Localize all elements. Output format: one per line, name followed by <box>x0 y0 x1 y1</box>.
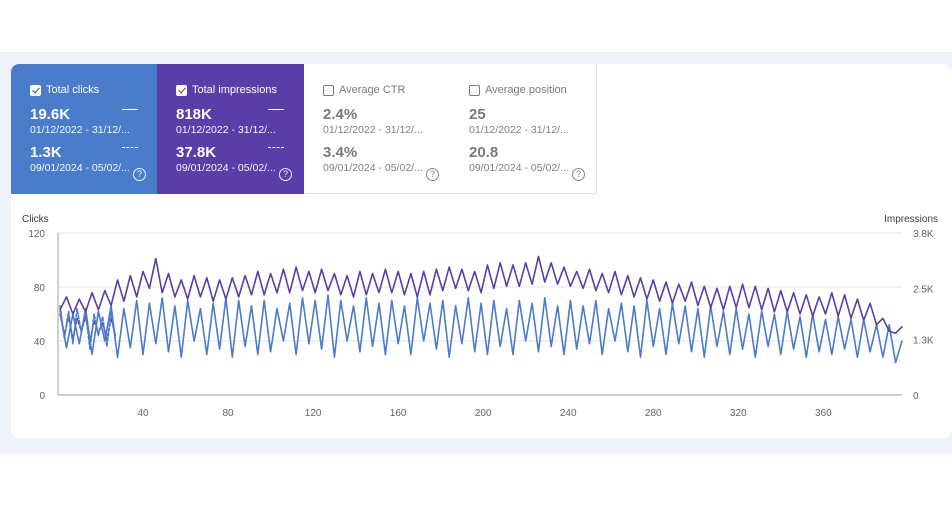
checkbox-unchecked-icon[interactable] <box>469 84 480 96</box>
metric-label: Total clicks <box>46 84 100 96</box>
metric-date-current: 01/12/2022 - 31/12/... <box>176 124 276 136</box>
metric-value-current: 19.6K <box>30 106 71 123</box>
legend-dashed-line-icon <box>122 147 138 148</box>
legend-solid-line-icon <box>268 109 284 110</box>
x-tick-label: 80 <box>223 408 235 419</box>
checkbox-checked-icon[interactable] <box>30 84 41 96</box>
metric-total-impressions[interactable]: Total impressions 818K 01/12/2022 - 31/1… <box>157 64 304 194</box>
right-axis-title: Impressions <box>884 214 938 225</box>
x-tick-label: 280 <box>645 408 662 419</box>
checkbox-unchecked-icon[interactable] <box>323 84 334 96</box>
x-tick-label: 200 <box>475 408 492 419</box>
left-tick-label: 0 <box>39 391 45 402</box>
help-icon[interactable]: ? <box>133 168 146 181</box>
metric-header: Average position <box>469 83 596 97</box>
checkbox-checked-icon[interactable] <box>176 84 187 96</box>
right-tick-label: 0 <box>913 391 919 402</box>
axis-layer: Clicks Impressions 0 40 80 120 0 1.3K 2.5K 3.8K… <box>22 214 938 419</box>
metric-value-current: 2.4% <box>323 106 358 123</box>
metric-value-compare: 1.3K <box>30 144 62 161</box>
series-line-clicks <box>59 294 903 364</box>
left-tick-label: 40 <box>34 337 46 348</box>
metric-value-compare: 37.8K <box>176 144 217 161</box>
series-layer <box>59 255 903 364</box>
metric-value-compare: 20.8 <box>469 144 499 161</box>
x-tick-label: 240 <box>560 408 577 419</box>
series-line-clicks-compare <box>59 305 117 350</box>
metric-date-current: 01/12/2022 - 31/12/... <box>469 124 569 136</box>
performance-card: Total clicks 19.6K 01/12/2022 - 31/12/..… <box>11 64 952 438</box>
legend-dashed-line-icon <box>268 147 284 148</box>
left-tick-label: 120 <box>28 229 45 240</box>
metric-label: Average position <box>485 84 567 96</box>
x-tick-label: 40 <box>137 408 149 419</box>
metric-value-current: 25 <box>469 106 486 123</box>
right-tick-label: 3.8K <box>913 229 934 240</box>
metric-header: Total impressions <box>176 83 304 97</box>
metric-date-compare: 09/01/2024 - 05/02/... <box>323 162 423 174</box>
right-tick-label: 1.3K <box>913 336 934 347</box>
metric-date-current: 01/12/2022 - 31/12/... <box>30 124 130 136</box>
legend-solid-line-icon <box>122 109 138 110</box>
metric-date-compare: 09/01/2024 - 05/02/... <box>30 162 130 174</box>
metric-header: Total clicks <box>30 83 158 97</box>
left-tick-label: 80 <box>34 283 46 294</box>
metric-value-compare: 3.4% <box>323 144 358 161</box>
left-axis-title: Clicks <box>22 214 49 225</box>
metric-date-compare: 09/01/2024 - 05/02/... <box>469 162 569 174</box>
x-tick-label: 160 <box>390 408 407 419</box>
performance-chart[interactable]: Clicks Impressions 0 40 80 120 0 1.3K 2.5K 3.8K… <box>11 64 952 438</box>
metric-header: Average CTR <box>323 83 450 97</box>
metric-average-position[interactable]: Average position 25 01/12/2022 - 31/12/.… <box>450 64 597 194</box>
metric-average-ctr[interactable]: Average CTR 2.4% 01/12/2022 - 31/12/... … <box>304 64 451 194</box>
metric-value-current: 818K <box>176 106 212 123</box>
x-tick-label: 360 <box>815 408 832 419</box>
metric-label: Total impressions <box>192 84 277 96</box>
x-tick-label: 320 <box>730 408 747 419</box>
right-tick-label: 2.5K <box>913 284 934 295</box>
metric-label: Average CTR <box>339 84 406 96</box>
metric-date-compare: 09/01/2024 - 05/02/... <box>176 162 276 174</box>
help-icon[interactable]: ? <box>572 168 585 181</box>
metric-date-current: 01/12/2022 - 31/12/... <box>323 124 423 136</box>
x-tick-label: 120 <box>305 408 322 419</box>
metric-total-clicks[interactable]: Total clicks 19.6K 01/12/2022 - 31/12/..… <box>11 64 158 194</box>
help-icon[interactable]: ? <box>279 168 292 181</box>
series-line-impressions <box>59 255 903 335</box>
help-icon[interactable]: ? <box>426 168 439 181</box>
